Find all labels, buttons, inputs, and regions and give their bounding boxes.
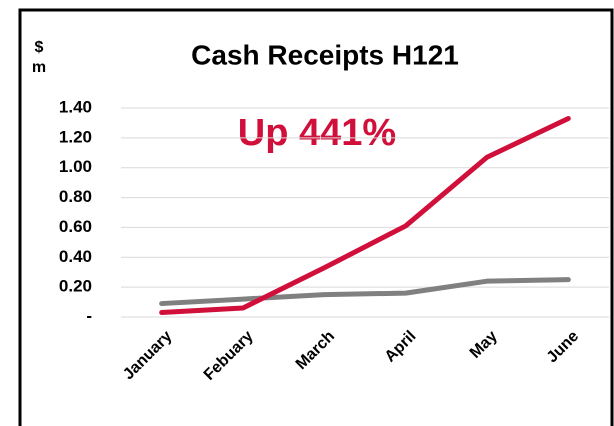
series-line: [159, 115, 571, 316]
y-tick-label: -: [86, 306, 92, 325]
y-tick-label: 0.20: [59, 277, 92, 296]
y-tick-label: 1.40: [59, 97, 92, 116]
y-tick-label: 0.80: [59, 187, 92, 206]
annotation: Up 441%: [238, 112, 396, 154]
y-tick-label: 1.20: [59, 127, 92, 146]
chart-title: Cash Receipts H121: [191, 39, 459, 70]
y-axis-label: m: [32, 59, 46, 76]
y-axis-label: $: [35, 39, 44, 56]
y-tick-label: 0.40: [59, 247, 92, 266]
series-line: [159, 277, 571, 307]
y-tick-label: 1.00: [59, 157, 92, 176]
frame: [18, 8, 614, 426]
y-tick-label: 0.60: [59, 217, 92, 236]
